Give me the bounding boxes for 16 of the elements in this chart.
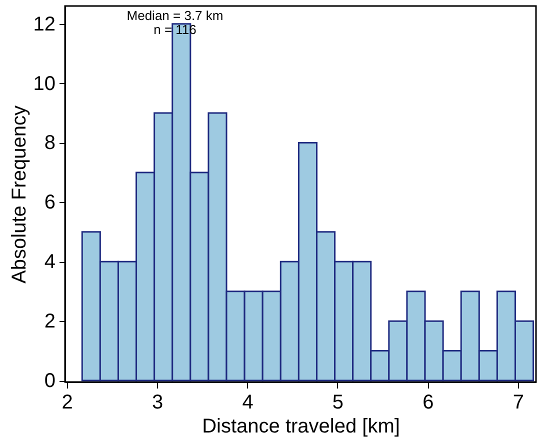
y-tick-label: 0 (44, 370, 56, 392)
x-tick-label: 2 (62, 392, 73, 414)
y-tick-label: 10 (33, 72, 56, 95)
y-tick-label: 8 (44, 132, 56, 154)
x-tick-label: 5 (332, 392, 344, 414)
x-tick-label: 6 (422, 392, 434, 414)
x-axis-title: Distance traveled [km] (202, 416, 400, 438)
y-tick-label: 4 (44, 251, 56, 274)
y-tick-label: 6 (44, 192, 56, 214)
y-tick-label: 2 (44, 310, 56, 333)
x-tick-label: 7 (512, 392, 524, 414)
x-tick-label: 4 (242, 392, 254, 414)
y-axis-title: Absolute Frequency (8, 106, 30, 284)
y-tick-label: 12 (33, 13, 56, 36)
x-tick-label: 3 (152, 392, 164, 414)
annotation: Median = 3.7 km (126, 8, 224, 23)
